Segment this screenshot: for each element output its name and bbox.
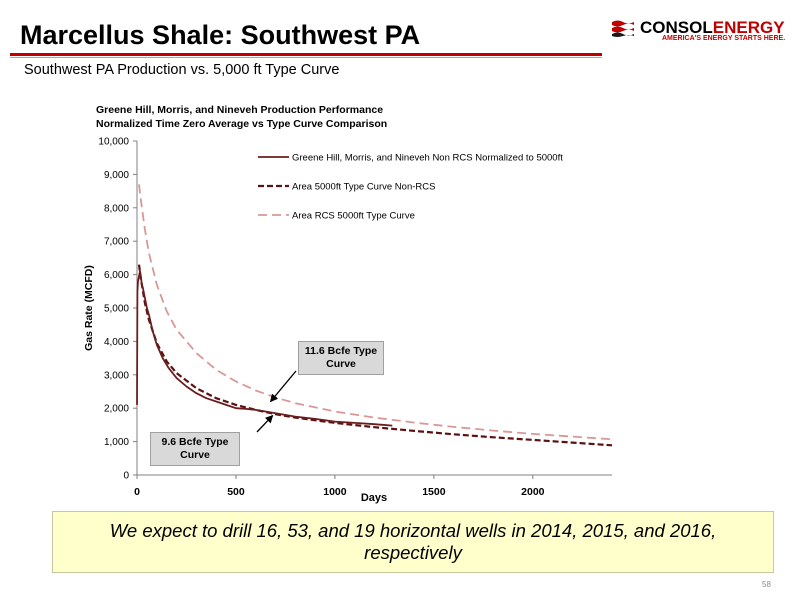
- y-axis-label: Gas Rate (MCFD): [83, 265, 95, 351]
- y-tick-label: 5,000: [104, 304, 129, 315]
- legend-entry: Area RCS 5000ft Type Curve: [292, 211, 415, 222]
- legend-entry: Greene Hill, Morris, and Nineveh Non RCS…: [292, 153, 563, 164]
- series-line-rcs-type-curve: [138, 184, 613, 441]
- logo-wordmark: CONSOLENERGY: [640, 18, 785, 38]
- annotation-9-6-bcfe: 9.6 Bcfe Type Curve: [150, 432, 240, 466]
- y-tick-label: 4,000: [104, 337, 129, 348]
- y-tick-label: 3,000: [104, 370, 129, 381]
- x-axis-label: Days: [361, 492, 387, 504]
- chart-annotations: [256, 370, 297, 433]
- chart-title: Greene Hill, Morris, and Nineveh Product…: [96, 104, 383, 116]
- title-red-rule: [10, 53, 602, 56]
- y-tick-label: 0: [123, 471, 129, 482]
- x-tick-label: 500: [227, 486, 245, 498]
- chart-axes: 0 1,000 2,000 3,000 4,000 5,000 6,000 7,000 8,00…: [98, 137, 612, 498]
- drilling-plan-banner: We expect to drill 16, 53, and 19 horizo…: [52, 511, 774, 573]
- y-tick-label: 9,000: [104, 170, 129, 181]
- y-tick-label: 8,000: [104, 203, 129, 214]
- x-tick-label: 1000: [323, 486, 347, 498]
- slide-subtitle: Southwest PA Production vs. 5,000 ft Typ…: [24, 62, 340, 78]
- slide-title: Marcellus Shale: Southwest PA: [20, 20, 421, 50]
- chart-legend: Greene Hill, Morris, and Nineveh Non RCS…: [258, 153, 563, 222]
- annotation-arrow-11-6: [269, 370, 297, 403]
- chart-series: [136, 184, 613, 447]
- annotation-arrow-9-6: [256, 414, 274, 433]
- legend-entry: Area 5000ft Type Curve Non-RCS: [292, 182, 435, 193]
- y-tick-label: 6,000: [104, 270, 129, 281]
- chart-subtitle: Normalized Time Zero Average vs Type Cur…: [96, 118, 387, 130]
- logo-name-energy: ENERGY: [712, 18, 785, 37]
- x-tick-label: 0: [134, 486, 140, 498]
- y-tick-label: 7,000: [104, 237, 129, 248]
- annotation-11-6-bcfe: 11.6 Bcfe Type Curve: [298, 341, 384, 375]
- logo-tagline: AMERICA'S ENERGY STARTS HERE.: [662, 35, 786, 42]
- consol-flag-icon: [610, 19, 636, 37]
- title-grey-rule: [10, 57, 602, 58]
- series-line-non-rcs-normalized: [136, 270, 393, 427]
- page-number: 58: [762, 580, 771, 589]
- y-tick-label: 10,000: [98, 137, 129, 148]
- y-tick-label: 2,000: [104, 404, 129, 415]
- x-tick-label: 2000: [521, 486, 545, 498]
- logo-name-consol: CONSOL: [640, 18, 713, 37]
- y-tick-label: 1,000: [104, 437, 129, 448]
- x-tick-label: 1500: [422, 486, 446, 498]
- consol-energy-logo: CONSOLENERGY AMERICA'S ENERGY STARTS HER…: [610, 18, 795, 48]
